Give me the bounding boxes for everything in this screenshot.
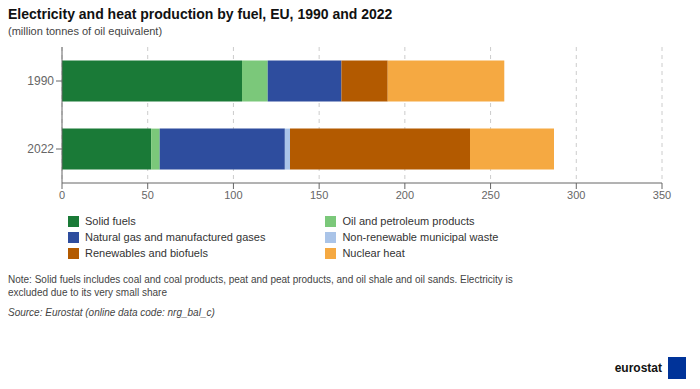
html-text:Solid fuels: Solid fuels: [85, 215, 136, 227]
svg-text:300: 300: [567, 189, 585, 201]
svg-text:1990: 1990: [27, 74, 54, 88]
html-text:eurostat: eurostat: [614, 361, 662, 375]
svg-text:350: 350: [653, 189, 671, 201]
html-text:Non-renewable municipal waste: Non-renewable municipal waste: [342, 231, 499, 243]
svg-text:50: 50: [142, 189, 154, 201]
svg-text:200: 200: [396, 189, 414, 201]
svg-text:0: 0: [59, 189, 65, 201]
html-text:Natural gas and manufactured g: Natural gas and manufactured gases: [85, 231, 266, 243]
html-text:Oil and petroleum products: Oil and petroleum products: [342, 215, 475, 227]
html-text:Renewables and biofuels: Renewables and biofuels: [85, 247, 208, 259]
svg-text:150: 150: [310, 189, 328, 201]
html-text:Nuclear heat: Nuclear heat: [342, 247, 405, 259]
svg-text:2022: 2022: [27, 142, 54, 156]
html-text:Note: Solid fuels includes coa: Note: Solid fuels includes coal and coal…: [8, 274, 513, 298]
html-text:(million tonnes of oil equival: (million tonnes of oil equivalent): [8, 25, 163, 37]
svg-text:250: 250: [481, 189, 499, 201]
html-text:Source: Eurostat (online data: Source: Eurostat (online data code: nrg_…: [8, 307, 215, 318]
html-text:Electricity and heat productio: Electricity and heat production by fuel,…: [8, 6, 393, 22]
svg-text:100: 100: [224, 189, 242, 201]
